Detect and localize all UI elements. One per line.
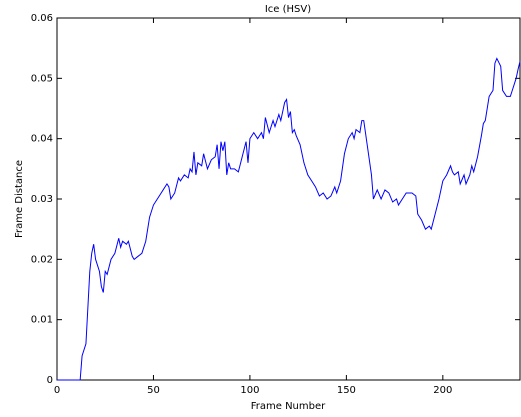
x-tick-label: 100 [240, 385, 259, 396]
y-tick-label: 0.01 [31, 315, 53, 326]
data-line [57, 57, 521, 381]
y-tick-label: 0.02 [31, 254, 53, 265]
chart-title: Ice (HSV) [265, 4, 311, 15]
x-tick-label: 200 [433, 385, 452, 396]
y-tick-label: 0.05 [31, 73, 53, 84]
y-tick-label: 0 [47, 375, 53, 386]
x-axis-label: Frame Number [251, 401, 326, 412]
plot-frame [56, 17, 521, 381]
x-tick-label: 0 [54, 385, 60, 396]
y-tick-label: 0.06 [31, 13, 53, 24]
x-tick-label: 150 [337, 385, 356, 396]
y-tick-label: 0.04 [31, 134, 53, 145]
y-tick-label: 0.03 [31, 194, 53, 205]
x-tick-label: 50 [147, 385, 160, 396]
y-axis-label: Frame Distance [14, 160, 25, 238]
